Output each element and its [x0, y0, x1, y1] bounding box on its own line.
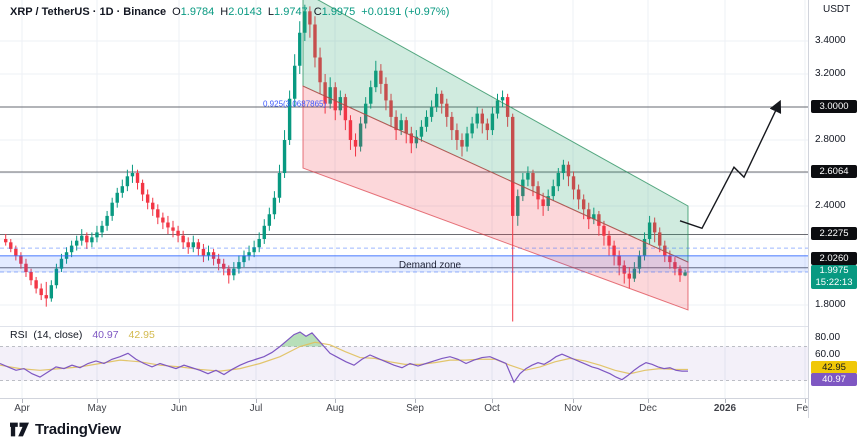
month-label: Feb — [796, 403, 814, 414]
price-axis[interactable]: USDT 3.4000 3.2000 2.8000 2.4000 1.8000 3.000… — [808, 0, 860, 418]
rsi-params-text: (14, close) — [33, 329, 83, 341]
time-tick — [179, 399, 180, 403]
time-tick — [725, 399, 726, 403]
month-label: 2026 — [713, 403, 737, 414]
month-label: Sep — [406, 403, 424, 414]
rsi-tick-label: 80.00 — [815, 332, 841, 343]
rsi-title[interactable]: RSI — [10, 329, 28, 341]
chart-legend: XRP / TetherUS · 1D · Binance O1.9784 H2.0… — [10, 6, 449, 18]
rsi-pane[interactable] — [0, 326, 808, 398]
rsi-tick-label: 60.00 — [815, 349, 841, 360]
level-price-badge: 2.2275 — [811, 227, 857, 241]
time-tick — [256, 399, 257, 403]
time-tick — [335, 399, 336, 403]
level-price-badge: 2.6064 — [811, 164, 857, 178]
rsi-legend: RSI (14, close) 40.97 42.95 — [10, 329, 155, 341]
change-value: +0.0191 (+0.97%) — [361, 6, 450, 18]
time-tick — [648, 399, 649, 403]
month-label: Jun — [170, 403, 188, 414]
price-tick-label: 2.4000 — [815, 200, 846, 211]
high-label: H — [220, 6, 229, 18]
projection-arrow — [679, 99, 782, 230]
price-tick-label: 3.4000 — [815, 35, 846, 46]
time-tick — [415, 399, 416, 403]
price-chart-pane[interactable]: Demand zone 0.925(3.0687865) — [0, 0, 808, 326]
rsi-ma-badge: 42.95 — [811, 361, 857, 374]
high-value: 2.0143 — [228, 6, 262, 18]
month-label: Apr — [14, 403, 30, 414]
month-label: Aug — [326, 403, 344, 414]
time-axis[interactable]: Apr May Jun Jul Aug Sep Oct Nov Dec 2026 Feb — [0, 398, 814, 419]
price-tick-label: 2.8000 — [815, 134, 846, 145]
price-tick-label: 1.8000 — [815, 299, 846, 310]
symbol-title[interactable]: XRP / TetherUS · 1D · Binance — [10, 6, 167, 18]
price-tick-label: 3.2000 — [815, 68, 846, 79]
level-price-badge: 2.0260 — [811, 252, 857, 266]
level-price-badge: 3.0000 — [811, 100, 857, 113]
rsi-ma-value: 42.95 — [128, 329, 155, 341]
rsi-value: 40.97 — [92, 329, 119, 341]
fib-level-label: 0.925(3.0687865) — [263, 100, 327, 109]
time-tick — [492, 399, 493, 403]
tradingview-logo[interactable]: TradingView — [10, 421, 121, 438]
close-label: C — [313, 6, 322, 18]
close-value: 1.9975 — [321, 6, 356, 18]
time-tick — [573, 399, 574, 403]
rsi-value-badge: 40.97 — [811, 373, 857, 386]
tradingview-logo-text: TradingView — [35, 421, 121, 438]
low-label: L — [267, 6, 275, 18]
last-price-badge: 1.9975 15:22:13 — [811, 265, 857, 290]
month-label: Nov — [564, 403, 582, 414]
month-label: May — [87, 403, 107, 414]
low-value: 1.9747 — [274, 6, 308, 18]
month-label: Dec — [639, 403, 657, 414]
pane-separator[interactable] — [0, 326, 808, 327]
open-value: 1.9784 — [180, 6, 215, 18]
axis-currency-label: USDT — [823, 4, 851, 15]
open-label: O — [172, 6, 181, 18]
tradingview-logo-icon — [10, 422, 29, 437]
time-tick — [22, 399, 23, 403]
time-tick — [97, 399, 98, 403]
demand-zone-label: Demand zone — [399, 260, 462, 271]
month-label: Oct — [484, 403, 500, 414]
time-tick — [805, 399, 806, 403]
month-label: Jul — [249, 403, 263, 414]
